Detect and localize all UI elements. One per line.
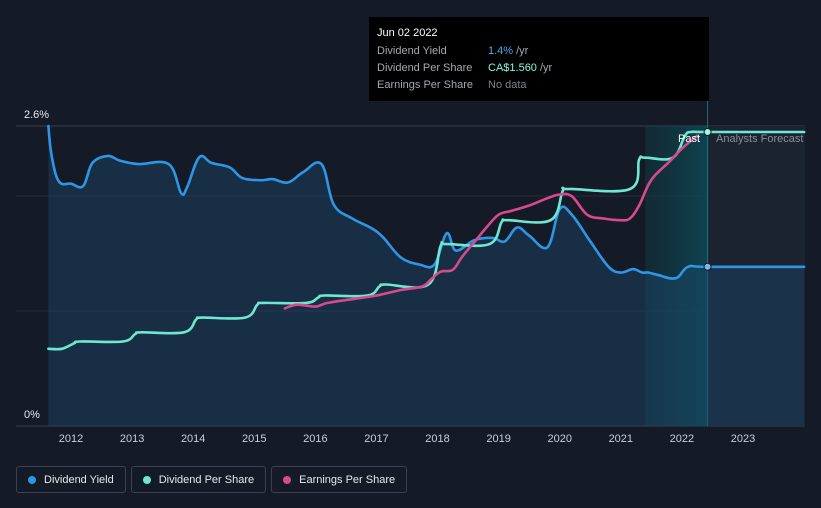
tooltip-row-dividend-per-share: Dividend Per Share CA$1.560 /yr bbox=[377, 60, 701, 77]
x-tick-label: 2017 bbox=[364, 433, 388, 445]
axis-labels: 2.6% 0% Past Analysts Forecast bbox=[24, 109, 803, 421]
x-tick-label: 2012 bbox=[59, 433, 83, 445]
x-tick-label: 2021 bbox=[609, 433, 633, 445]
x-tick-label: 2019 bbox=[486, 433, 510, 445]
x-tick-label: 2020 bbox=[547, 433, 571, 445]
y-axis-top-label: 2.6% bbox=[24, 109, 49, 121]
tooltip-value: CA$1.560 bbox=[488, 62, 537, 74]
area-layer bbox=[48, 126, 805, 426]
dividend-per-share-line bbox=[47, 130, 806, 351]
forecast-region bbox=[707, 126, 805, 426]
x-tick-label: 2013 bbox=[120, 433, 144, 445]
tooltip-label: Earnings Per Share bbox=[377, 79, 473, 91]
dividend-yield-line bbox=[47, 124, 806, 280]
tooltip-label: Dividend Per Share bbox=[377, 62, 473, 74]
series-markers bbox=[703, 128, 712, 271]
x-tick-label: 2016 bbox=[303, 433, 327, 445]
y-axis-bottom-label: 0% bbox=[24, 409, 40, 421]
x-tick-label: 2014 bbox=[181, 433, 205, 445]
legend-item-dividend-per-share[interactable]: Dividend Per Share bbox=[130, 466, 267, 493]
x-tick-label: 2023 bbox=[731, 433, 755, 445]
x-axis-ticks: 2012 2013 2014 2015 2016 2017 2018 2019 2020 2021… bbox=[59, 433, 755, 445]
tooltip-row-dividend-yield: Dividend Yield 1.4% /yr bbox=[377, 43, 701, 60]
tooltip-row-earnings-per-share: Earnings Per Share No data bbox=[377, 77, 701, 94]
legend-swatch bbox=[28, 475, 36, 484]
legend-item-dividend-yield[interactable]: Dividend Yield bbox=[16, 466, 126, 493]
tooltip-value: No data bbox=[488, 79, 527, 91]
chart-legend: Dividend Yield Dividend Per Share Earnin… bbox=[16, 466, 408, 493]
earnings-per-share-line bbox=[283, 134, 699, 310]
tooltip-unit: /yr bbox=[516, 45, 529, 57]
legend-item-earnings-per-share[interactable]: Earnings Per Share bbox=[271, 466, 408, 493]
hover-tooltip: Jun 02 2022 Dividend Yield 1.4% /yr Divi… bbox=[369, 17, 709, 101]
x-tick-label: 2022 bbox=[670, 433, 694, 445]
tooltip-unit: /yr bbox=[539, 62, 553, 74]
series-lines bbox=[47, 124, 806, 351]
legend-label: Earnings Per Share bbox=[299, 473, 396, 486]
x-tick-label: 2018 bbox=[425, 433, 449, 445]
past-region-label: Past bbox=[678, 133, 700, 145]
dividend-yield-area bbox=[48, 126, 805, 426]
dividend-per-share-marker bbox=[703, 128, 712, 136]
tooltip-label: Dividend Yield bbox=[377, 45, 447, 57]
legend-label: Dividend Yield bbox=[44, 473, 114, 486]
legend-swatch bbox=[283, 475, 292, 484]
dividend-yield-marker bbox=[703, 262, 712, 271]
tooltip-date: Jun 02 2022 bbox=[377, 27, 438, 39]
tooltip-value: 1.4% bbox=[488, 45, 514, 57]
forecast-region-label: Analysts Forecast bbox=[716, 133, 803, 145]
legend-swatch bbox=[142, 475, 151, 484]
legend-label: Dividend Per Share bbox=[158, 473, 255, 486]
x-tick-label: 2015 bbox=[242, 433, 266, 445]
